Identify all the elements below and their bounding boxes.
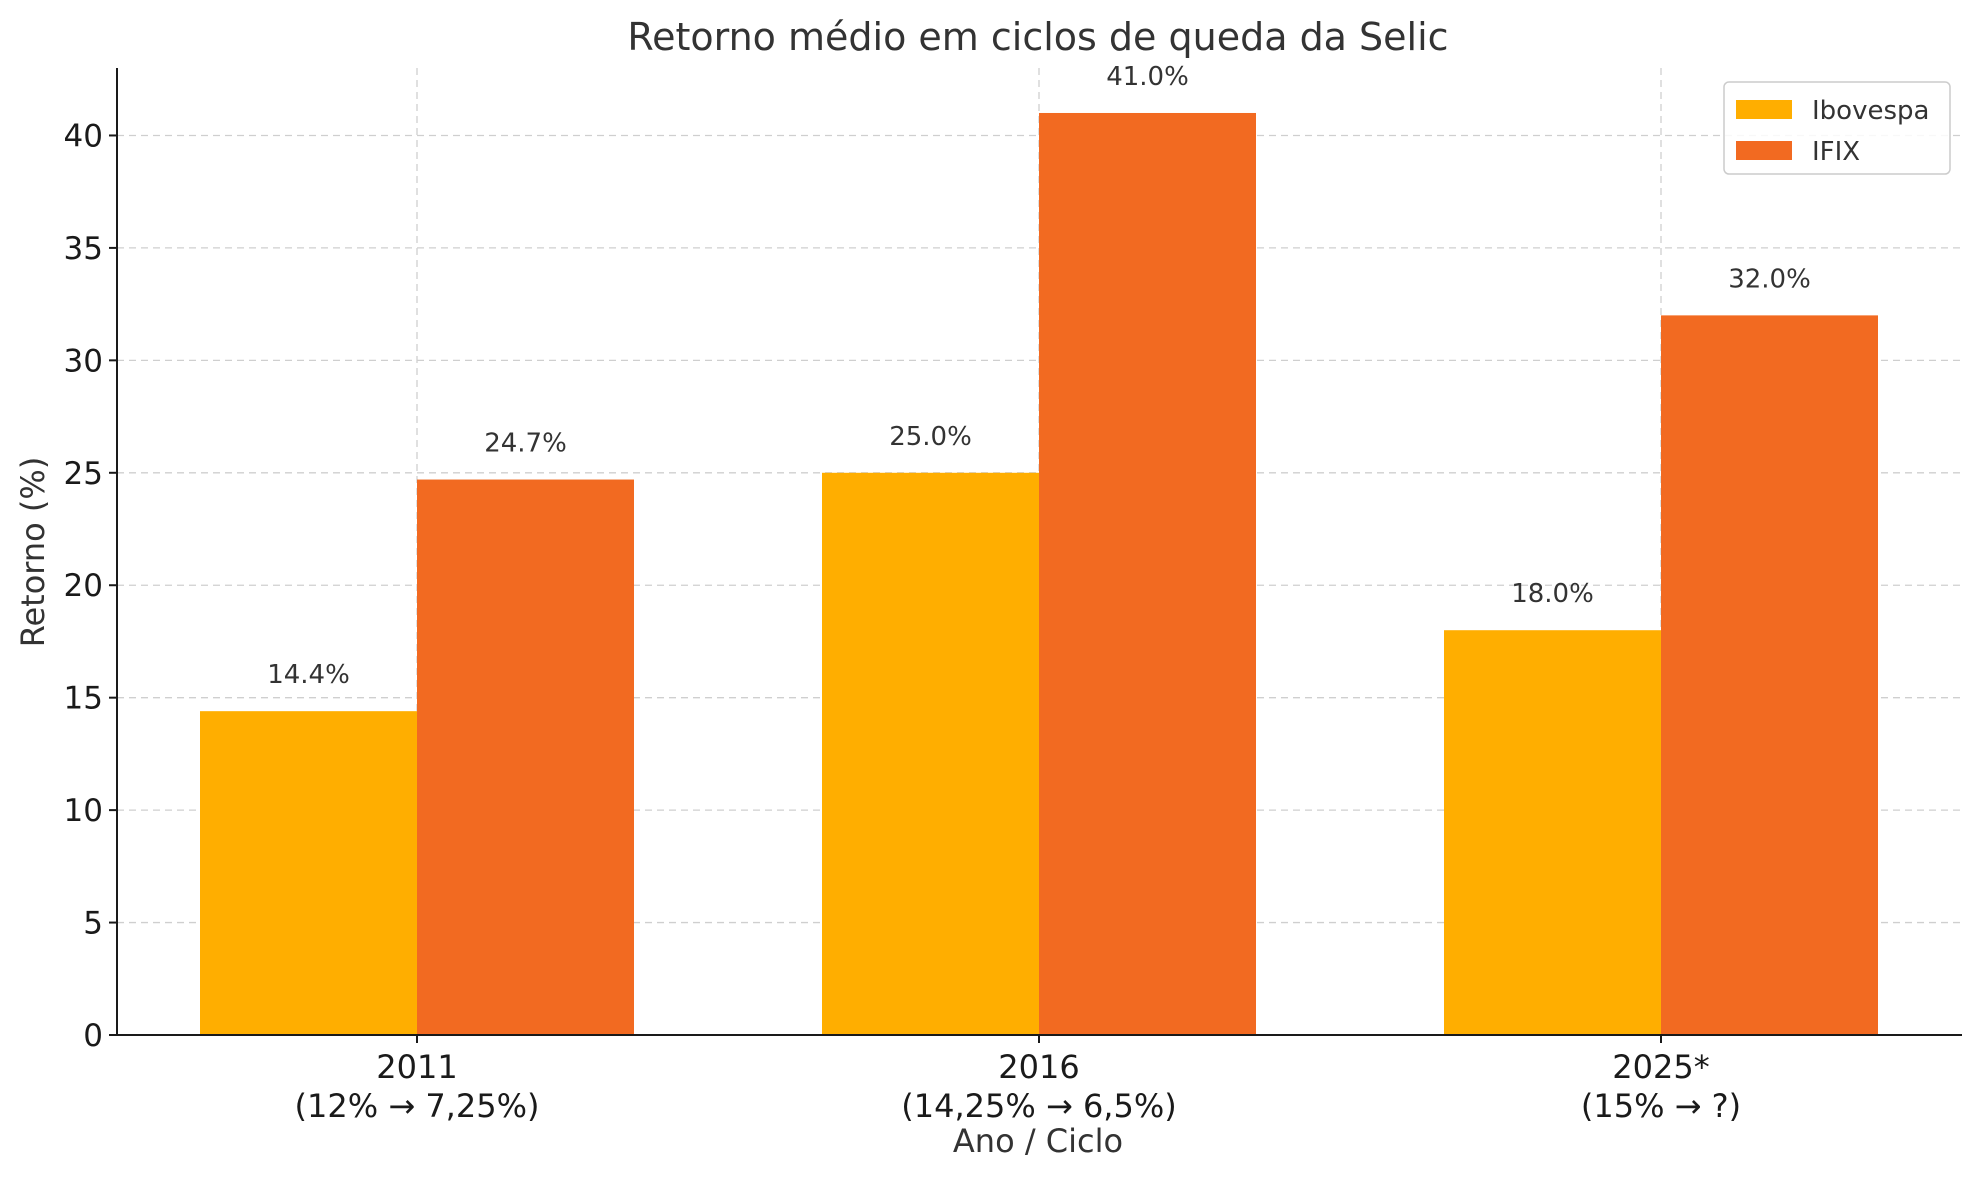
y-tick-label: 20 bbox=[64, 568, 103, 604]
bar-ifix-0 bbox=[417, 479, 634, 1035]
bar-ibovespa-0 bbox=[200, 711, 417, 1035]
legend-label-ibovespa: Ibovespa bbox=[1812, 96, 1929, 126]
x-tick-label-cycle: (12% → 7,25%) bbox=[295, 1087, 540, 1125]
x-axis-title: Ano / Ciclo bbox=[953, 1122, 1123, 1160]
x-tick-label-year: 2016 bbox=[998, 1048, 1079, 1086]
bars bbox=[200, 112, 1878, 1036]
x-tick-label-cycle: (14,25% → 6,5%) bbox=[901, 1087, 1176, 1125]
bar-value-label: 32.0% bbox=[1728, 264, 1811, 294]
y-tick-label: 5 bbox=[83, 906, 103, 942]
x-tick-label-year: 2025* bbox=[1612, 1048, 1709, 1086]
y-tick-label: 30 bbox=[64, 343, 103, 379]
legend: Ibovespa IFIX bbox=[1723, 81, 1951, 175]
bar-ibovespa-2 bbox=[1444, 630, 1661, 1035]
y-tick-label: 35 bbox=[64, 231, 103, 267]
y-tick-label: 0 bbox=[83, 1018, 103, 1054]
chart-title: Retorno médio em ciclos de queda da Seli… bbox=[627, 15, 1448, 59]
y-tick-label: 15 bbox=[64, 681, 103, 717]
y-tick-label: 40 bbox=[64, 118, 103, 154]
y-axis-title: Retorno (%) bbox=[14, 457, 52, 648]
x-tick-label-cycle: (15% → ?) bbox=[1581, 1087, 1741, 1125]
y-tick-label: 25 bbox=[64, 456, 103, 492]
bar-ibovespa-1 bbox=[822, 472, 1039, 1035]
bar-value-label: 24.7% bbox=[484, 429, 567, 459]
bar-ifix-2 bbox=[1661, 315, 1878, 1036]
legend-swatch-ibovespa bbox=[1736, 100, 1792, 119]
legend-swatch-ifix bbox=[1736, 141, 1792, 160]
bar-ifix-1 bbox=[1039, 112, 1256, 1035]
labels: 0 5 10 15 20 25 30 35 40 14.4% 25.0% 18.0% 24.7% 41.0… bbox=[64, 62, 1811, 1125]
bar-value-label: 18.0% bbox=[1511, 579, 1594, 609]
y-tick-label: 10 bbox=[64, 793, 103, 829]
legend-label-ifix: IFIX bbox=[1812, 137, 1860, 167]
bar-value-label: 25.0% bbox=[889, 422, 972, 452]
x-tick-label-year: 2011 bbox=[376, 1048, 457, 1086]
bar-value-label: 14.4% bbox=[267, 660, 350, 690]
axes bbox=[109, 68, 1962, 1043]
bar-value-label: 41.0% bbox=[1106, 62, 1189, 92]
